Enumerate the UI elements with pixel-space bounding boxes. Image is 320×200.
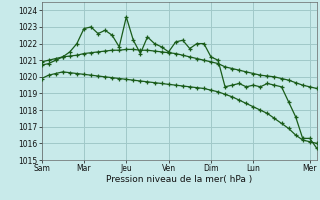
X-axis label: Pression niveau de la mer( hPa ): Pression niveau de la mer( hPa ) [106,175,252,184]
